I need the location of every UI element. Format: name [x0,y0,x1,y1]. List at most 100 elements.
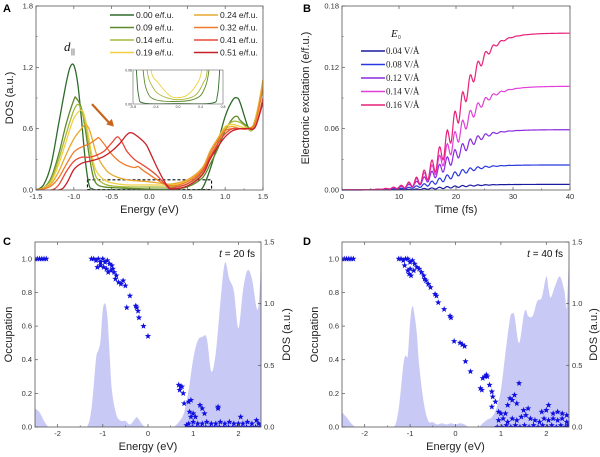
occupation-star-marker [220,423,228,427]
plot-content [35,255,261,427]
legend-label: 0.16 V/Å [386,100,420,110]
occupation-star-marker [187,413,195,420]
legend-label: 0.12 V/Å [386,73,420,83]
occupation-star-marker [545,401,552,408]
occupation-star-marker [539,422,546,427]
occupation-star-marker [187,396,195,403]
occupation-star-marker [513,416,520,423]
dos-area-fill [35,262,261,427]
series-line-2 [36,87,263,190]
x-tick-label: -2 [54,429,61,438]
panel-label-c: C [3,236,11,248]
occupation-star-marker [194,420,201,427]
y-right-tick-label: 0.0 [572,423,582,432]
occupation-star-marker [185,398,192,405]
y-right-tick-label: 0.5 [264,361,274,370]
occupation-star-marker [459,341,466,348]
occupation-star-marker [402,255,409,262]
occupation-star-marker [178,383,186,390]
occupation-star-marker [350,255,357,262]
chart-b-electronic-excitation: 0 10 20 30 40 0.00 0.06 0.12 0.18 Time (fs) Electr… [300,2,574,217]
y-tick-label: 0.06 [324,124,339,133]
occupation-star-marker [248,420,256,427]
occupation-star-marker [110,268,118,275]
occupation-star-marker [113,272,120,279]
occupation-star-marker [97,258,104,265]
x-tick-label: 0.5 [182,192,192,201]
y-right-tick-label: 1.5 [264,238,274,247]
occupation-star-marker [549,415,557,422]
y-axis-label-left: Occupation [309,307,321,363]
inset-x-tick-label: 0.0 [176,105,181,109]
y-tick-label: 0.6 [23,124,33,133]
occupation-star-marker [237,413,244,420]
occupation-star-marker [88,255,95,262]
x-tick-label: -0.5 [105,192,118,201]
arrow-shaft [91,103,111,125]
occupation-star-marker [548,422,555,427]
legend-label: 0.24 e/f.u. [220,10,258,20]
occupation-star-marker [199,420,206,427]
occupation-star-marker [90,255,97,262]
inset-frame [132,69,224,105]
occupation-star-marker [181,400,188,407]
x-tick-label: 30 [509,192,517,201]
occupation-star-marker [467,368,474,375]
x-axis-label: Energy (eV) [426,441,485,453]
occupation-star-marker [235,420,242,427]
series-line-0 [36,63,263,190]
occupation-star-marker [189,423,196,427]
y-tick-label: 0.8 [329,288,339,297]
inset-y-tick-label: 0.08 [125,69,132,73]
series-line-4 [342,32,570,191]
occupation-star-marker [95,255,102,262]
occupation-star-marker [40,255,48,262]
occupation-star-marker [525,405,532,412]
occupation-star-marker [252,423,259,427]
occupation-star-marker [38,255,45,262]
legend-label: 0.14 V/Å [386,87,420,97]
occupation-star-marker [211,423,219,427]
legend-label: 0.51 e/f.u. [220,48,258,58]
occupation-star-marker [522,411,530,418]
occupation-star-marker [407,272,415,279]
inset-background [133,70,223,104]
x-tick-label: 0 [453,429,457,438]
y-tick-label: 0.4 [22,355,32,364]
x-tick-label: 1 [499,429,503,438]
x-tick-label: 20 [452,192,460,201]
y-right-tick-label: 0.0 [264,423,274,432]
inset-x-tick-label: 0.4 [198,105,203,109]
occupation-star-marker [488,388,495,395]
occupation-star-marker [520,406,527,413]
inset-series-line-0 [135,70,221,104]
occupation-star-marker [104,257,111,264]
occupation-star-marker [420,272,427,279]
occupation-star-marker [489,393,496,400]
occupation-star-marker [225,423,232,427]
series-line-5 [36,87,263,190]
occupation-star-marker [545,416,552,423]
occupation-star-marker [488,403,495,410]
legend-label: 0.32 e/f.u. [220,23,258,33]
occupation-star-marker [226,418,233,425]
occupation-star-marker [212,420,219,427]
y-right-tick-label: 1.5 [572,238,582,247]
occupation-star-marker [495,416,502,423]
x-tick-label: 1.0 [220,192,230,201]
occupation-star-marker [554,416,561,423]
occupation-star-marker [216,423,223,427]
legend-title: E [390,28,398,40]
y-tick-label: 0.6 [22,322,32,331]
peak-label-subscript: || [71,47,75,56]
y-tick-label: 0.18 [324,2,339,11]
x-tick-label: 2 [236,429,240,438]
occupation-star-marker [509,396,516,403]
inset-series-line-2 [146,70,208,101]
y-tick-label: 0.2 [329,389,339,398]
occupation-star-marker [404,255,411,262]
time-value: = 40 fs [530,249,563,260]
occupation-star-marker [422,277,430,284]
occupation-star-marker [416,265,423,272]
